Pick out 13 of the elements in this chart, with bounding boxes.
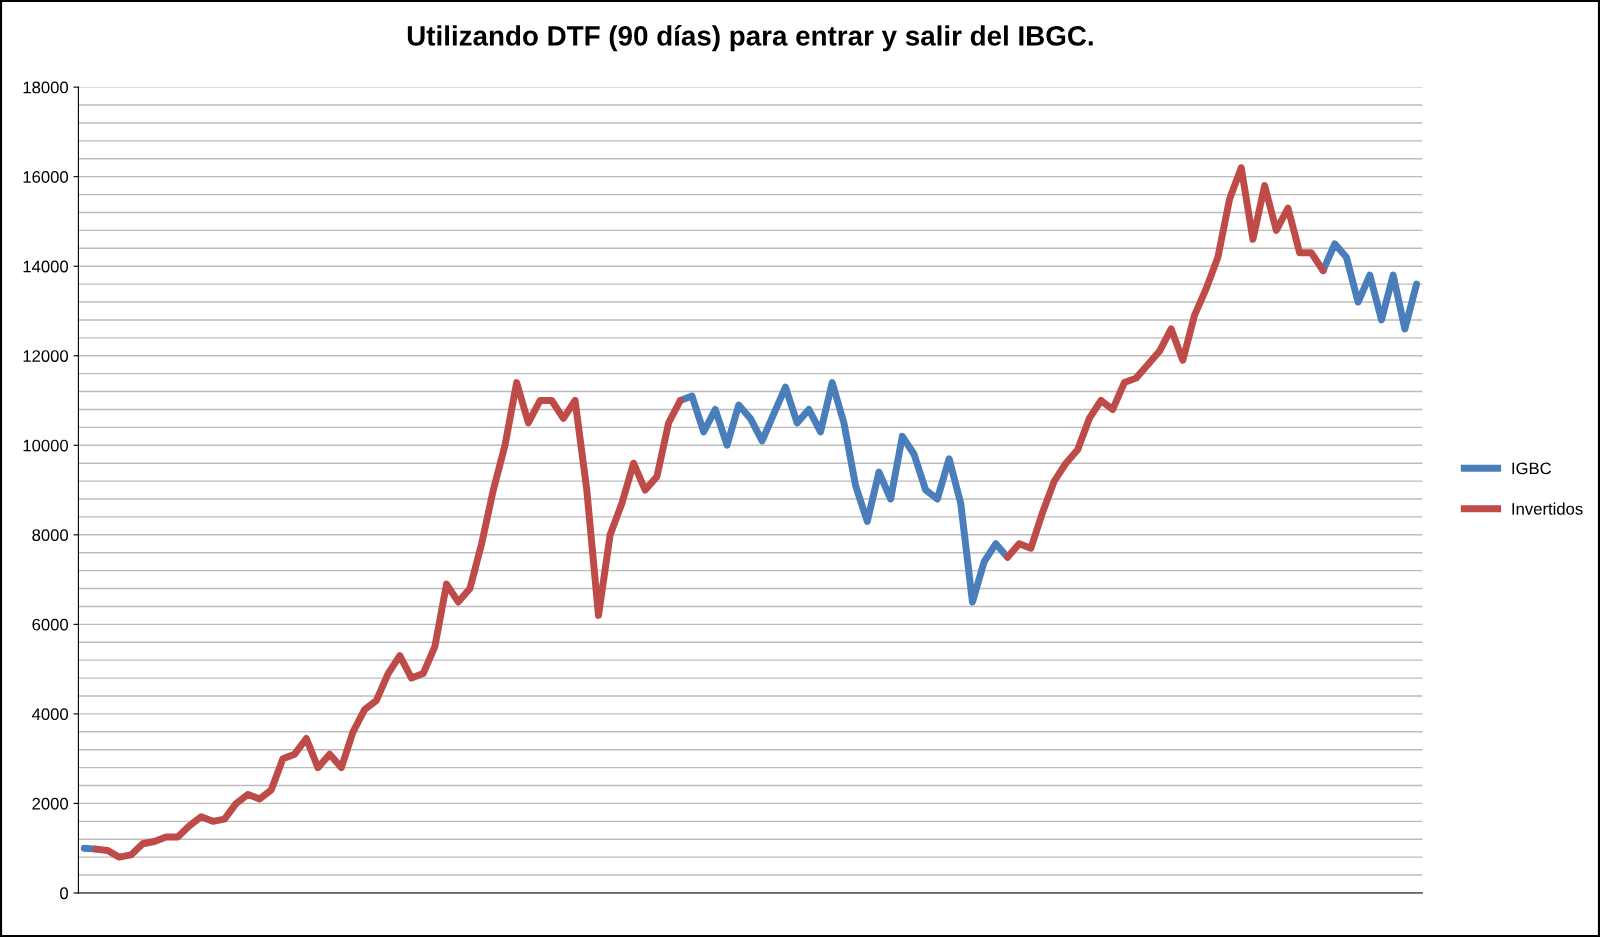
y-tick-label: 18000	[23, 81, 69, 94]
y-tick-label: 6000	[32, 618, 69, 631]
legend-label: Invertidos	[1512, 502, 1583, 515]
y-tick-label: 16000	[23, 171, 69, 183]
y-tick-label: 2000	[32, 797, 69, 810]
chart-title: Utilizando DTF (90 días) para entrar y salir del IBGC.	[407, 25, 1093, 52]
y-tick-label: 4000	[31, 708, 69, 721]
legend-label: IGBC	[1512, 462, 1552, 475]
y-tick-label: 0	[60, 887, 69, 900]
y-tick-label: 8000	[32, 529, 69, 542]
y-tick-label: 10000	[23, 439, 69, 452]
y-tick-label: 14000	[23, 260, 69, 273]
y-tick-label: 12000	[23, 350, 69, 362]
